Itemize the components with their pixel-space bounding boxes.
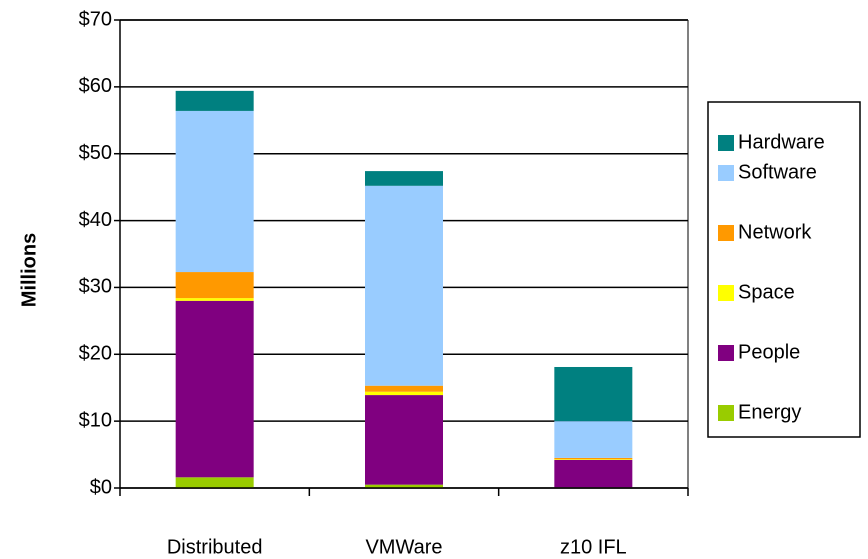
legend-box: [707, 101, 861, 438]
legend-swatch: [718, 135, 734, 151]
bar-segment: [365, 391, 443, 396]
bar-segment: [554, 366, 633, 422]
bar-segment: [175, 272, 254, 299]
y-tick-label: $60: [79, 75, 112, 97]
bar-segment: [365, 395, 443, 485]
bar-segment: [175, 110, 254, 273]
legend-swatch: [718, 345, 734, 361]
y-tick-label: $20: [79, 343, 112, 365]
y-tick-label: $70: [79, 8, 112, 30]
bar-segment: [365, 385, 443, 392]
y-tick-label: $30: [79, 276, 112, 298]
legend-label: Hardware: [738, 131, 825, 153]
bar-segment: [554, 459, 633, 488]
legend-swatch: [718, 165, 734, 181]
x-tick-label: Distributed: [167, 536, 263, 558]
y-tick-label: $0: [90, 476, 112, 498]
bar-segment: [175, 300, 254, 478]
y-axis-label: Millions: [18, 233, 40, 307]
bar-segment: [554, 457, 633, 460]
bar-segment: [365, 185, 443, 386]
y-tick-label: $40: [79, 209, 112, 231]
legend-label: Software: [738, 161, 817, 183]
x-tick-label: VMWare: [365, 536, 442, 558]
bar-segment: [554, 459, 633, 460]
legend-swatch: [718, 225, 734, 241]
bar-segment: [365, 484, 443, 488]
bar-segment: [175, 298, 254, 301]
bar-segment: [175, 477, 254, 488]
y-tick-label: $10: [79, 409, 112, 431]
legend-label: People: [738, 341, 800, 363]
legend-swatch: [718, 285, 734, 301]
legend-label: Space: [738, 281, 795, 303]
legend-label: Network: [738, 221, 812, 243]
y-tick-label: $50: [79, 142, 112, 164]
bar-segment: [365, 171, 443, 186]
legend-swatch: [718, 405, 734, 421]
bar-segment: [554, 421, 633, 458]
legend-label: Energy: [738, 401, 801, 423]
x-tick-label: z10 IFL: [560, 536, 627, 558]
bar-segment: [175, 90, 254, 111]
